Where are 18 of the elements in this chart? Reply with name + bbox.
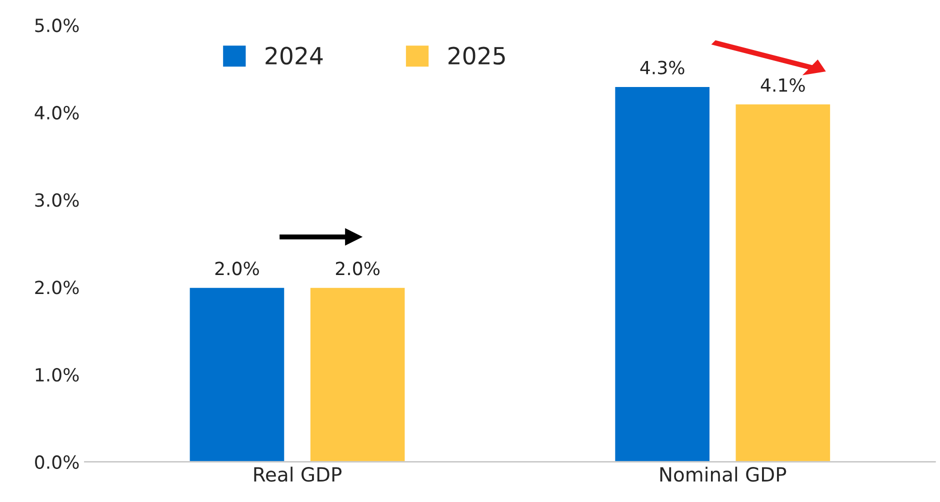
legend-label: 2025 xyxy=(448,46,505,65)
text: 4.1% xyxy=(760,78,805,92)
y-tick-label: 3.0% xyxy=(35,193,79,207)
y-tick-label: 2.0% xyxy=(35,280,79,294)
y-tick-label: 1.0% xyxy=(36,368,79,382)
y-tick-label: 0.0% xyxy=(35,455,79,469)
bar xyxy=(188,286,286,462)
x-tick-label: Real GDP xyxy=(254,466,342,482)
text: 4.3% xyxy=(640,60,684,74)
bar xyxy=(734,103,832,462)
bar xyxy=(614,86,711,462)
y-tick-label: 5.0% xyxy=(35,18,79,32)
x-tick-label: Nominal GDP xyxy=(660,466,786,482)
bar xyxy=(309,286,406,462)
text: 2.0% xyxy=(215,262,259,276)
text: 2.0% xyxy=(336,262,380,276)
y-tick-label: 4.0% xyxy=(34,106,79,120)
legend-label: 2024 xyxy=(266,46,323,65)
